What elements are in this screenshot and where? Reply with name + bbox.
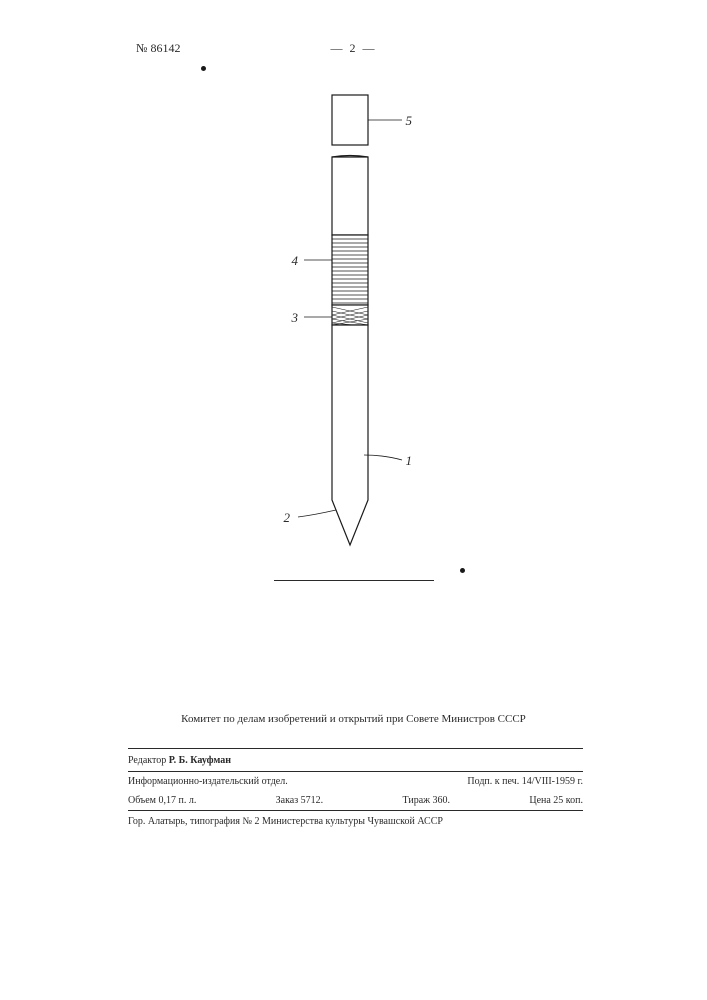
editor-row: Редактор Р. Б. Кауфман: [128, 749, 583, 771]
dept-row: Информационно-издательский отдел. Подп. …: [128, 772, 583, 791]
tirage: Тираж 360.: [402, 793, 450, 808]
volume: Объем 0,17 п. л.: [128, 793, 196, 808]
callout-3: 3: [292, 310, 299, 326]
print-date: Подп. к печ. 14/VIII-1959 г.: [467, 774, 583, 789]
patent-figure: 5 4 3 1 2: [254, 85, 454, 575]
figure-rule: [274, 580, 434, 581]
callout-2: 2: [284, 510, 291, 526]
editor-name: Р. Б. Кауфман: [169, 753, 231, 768]
dot-mark: [201, 66, 206, 71]
editor-label: Редактор: [128, 753, 166, 768]
dot-mark: [460, 568, 465, 573]
typography-row: Гор. Алатырь, типография № 2 Министерств…: [128, 811, 583, 831]
volume-row: Объем 0,17 п. л. Заказ 5712. Тираж 360. …: [128, 791, 583, 810]
order-number: Заказ 5712.: [276, 793, 324, 808]
dept-label: Информационно-издательский отдел.: [128, 774, 288, 789]
committee-line: Комитет по делам изобретений и открытий …: [0, 713, 707, 725]
callout-5: 5: [406, 113, 413, 129]
document-number: № 86142: [136, 41, 180, 56]
page-number: — 2 —: [331, 41, 377, 56]
imprint-block: Редактор Р. Б. Кауфман Информационно-изд…: [128, 748, 583, 831]
callout-1: 1: [406, 453, 413, 469]
typography: Гор. Алатырь, типография № 2 Министерств…: [128, 814, 443, 829]
price: Цена 25 коп.: [529, 793, 583, 808]
callout-4: 4: [292, 253, 299, 269]
